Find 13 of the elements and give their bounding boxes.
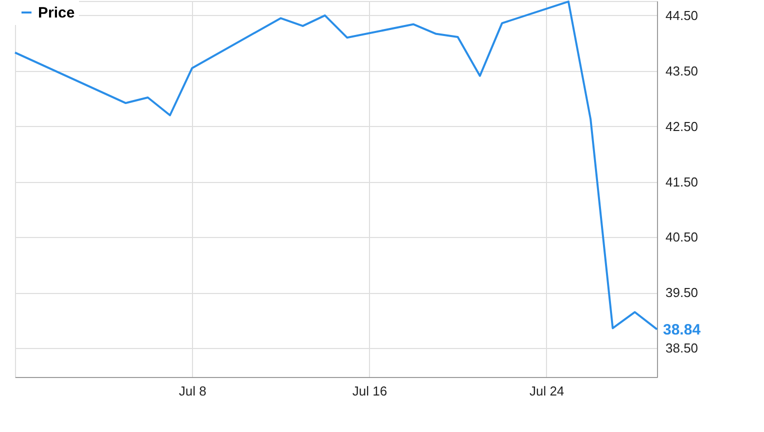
x-tick-label: Jul 8 [178,384,206,398]
y-tick-label: 43.50 [666,63,698,78]
y-tick-label: 41.50 [666,174,698,190]
y-tick-label: 42.50 [666,118,698,134]
y-tick-label: 38.50 [666,340,698,356]
annotation: 38.84 [663,321,702,338]
line-series [14,0,658,330]
y-tick-label: 40.50 [666,230,698,245]
legend-label: Price [38,4,75,22]
x-tick-label: Jul 16 [352,384,388,398]
y-tick-label: 44.50 [666,8,698,23]
x-tick-label: Jul 24 [529,384,564,398]
y-tick-label: 39.50 [666,285,698,300]
